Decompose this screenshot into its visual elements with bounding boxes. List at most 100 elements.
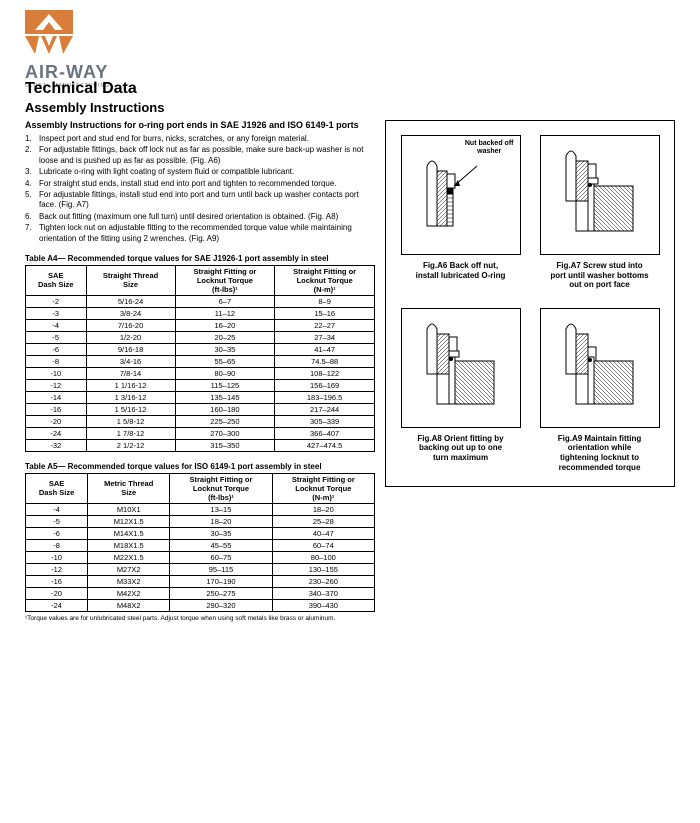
table-cell: 7/16-20 bbox=[86, 319, 175, 331]
table-cell: 217–244 bbox=[275, 403, 375, 415]
table-cell: 290–320 bbox=[170, 599, 272, 611]
table-row: -47/16-2016–2022–27 bbox=[26, 319, 375, 331]
table-cell: -5 bbox=[26, 515, 88, 527]
table-row: -51/2-2020–2527–34 bbox=[26, 331, 375, 343]
table-cell: 18–20 bbox=[170, 515, 272, 527]
table-cell: 230–260 bbox=[272, 575, 374, 587]
col-header: Straight Fitting or Locknut Torque (N-m)… bbox=[272, 473, 374, 503]
page-title: Technical Data bbox=[25, 80, 164, 98]
table-cell: 9/16-18 bbox=[86, 343, 175, 355]
table-cell: 3/8-24 bbox=[86, 307, 175, 319]
table-row: -10M22X1.560–7580–100 bbox=[26, 551, 375, 563]
table-cell: -12 bbox=[26, 379, 87, 391]
table-cell: M22X1.5 bbox=[88, 551, 170, 563]
table-cell: -8 bbox=[26, 539, 88, 551]
table-cell: 270–300 bbox=[175, 427, 275, 439]
table-row: -107/8-1480–90108–122 bbox=[26, 367, 375, 379]
table-cell: 366–407 bbox=[275, 427, 375, 439]
table-cell: -12 bbox=[26, 563, 88, 575]
instruction-item: 5.For adjustable fittings, install stud … bbox=[25, 190, 375, 211]
table-cell: 30–35 bbox=[170, 527, 272, 539]
page-subtitle: Assembly Instructions bbox=[25, 100, 164, 115]
table-cell: 1 5/16-12 bbox=[86, 403, 175, 415]
table-cell: 16–20 bbox=[175, 319, 275, 331]
table-cell: 22–27 bbox=[275, 319, 375, 331]
table-row: -16M33X2170–190230–260 bbox=[26, 575, 375, 587]
table-cell: -16 bbox=[26, 403, 87, 415]
fig-a9: Fig.A9 Maintain fitting orientation whil… bbox=[535, 308, 664, 472]
table-cell: 170–190 bbox=[170, 575, 272, 587]
table-cell: M14X1.5 bbox=[88, 527, 170, 539]
table-cell: 183–196.5 bbox=[275, 391, 375, 403]
table-cell: 1 5/8-12 bbox=[86, 415, 175, 427]
col-header: SAE Dash Size bbox=[26, 473, 88, 503]
table-cell: 156–169 bbox=[275, 379, 375, 391]
table-cell: 7/8-14 bbox=[86, 367, 175, 379]
figure-panel: Nut backed off washer bbox=[385, 120, 675, 487]
table-cell: -8 bbox=[26, 355, 87, 367]
table-cell: 80–90 bbox=[175, 367, 275, 379]
table-cell: 74.5–88 bbox=[275, 355, 375, 367]
table-row: -83/4-1655–6574.5–88 bbox=[26, 355, 375, 367]
table-row: -24M48X2290–320390–430 bbox=[26, 599, 375, 611]
table-cell: 1 7/8-12 bbox=[86, 427, 175, 439]
fig-a6-label: Fig.A6 Back off nut, install lubricated … bbox=[396, 261, 525, 280]
instruction-item: 4.For straight stud ends, install stud e… bbox=[25, 179, 375, 189]
table-cell: 20–25 bbox=[175, 331, 275, 343]
table-cell: -6 bbox=[26, 343, 87, 355]
table-a5-title: Table A5— Recommended torque values for … bbox=[25, 462, 375, 471]
table-row: -322 1/2-12315–350427–474.5 bbox=[26, 439, 375, 451]
instruction-item: 3.Lubricate o-ring with light coating of… bbox=[25, 167, 375, 177]
fig-a7-label: Fig.A7 Screw stud into port until washer… bbox=[535, 261, 664, 290]
table-cell: 45–55 bbox=[170, 539, 272, 551]
table-cell: 13–15 bbox=[170, 503, 272, 515]
table-cell: -16 bbox=[26, 575, 88, 587]
table-cell: 27–34 bbox=[275, 331, 375, 343]
table-cell: 11–12 bbox=[175, 307, 275, 319]
table-cell: M27X2 bbox=[88, 563, 170, 575]
table-cell: M42X2 bbox=[88, 587, 170, 599]
table-cell: 60–74 bbox=[272, 539, 374, 551]
table-a4: SAE Dash SizeStraight Thread SizeStraigh… bbox=[25, 265, 375, 452]
section-title: Assembly Instructions for o-ring port en… bbox=[25, 120, 375, 130]
table-cell: 30–35 bbox=[175, 343, 275, 355]
table-cell: -24 bbox=[26, 427, 87, 439]
logo-icon bbox=[25, 10, 73, 58]
table-row: -12M27X295–115130–155 bbox=[26, 563, 375, 575]
fig-a6: Nut backed off washer bbox=[396, 135, 525, 290]
table-cell: -24 bbox=[26, 599, 88, 611]
table-cell: 1 1/16-12 bbox=[86, 379, 175, 391]
main-content: Assembly Instructions for o-ring port en… bbox=[25, 120, 375, 623]
table-a4-title: Table A4— Recommended torque values for … bbox=[25, 254, 375, 263]
table-cell: 160–180 bbox=[175, 403, 275, 415]
table-row: -33/8-2411–1215–16 bbox=[26, 307, 375, 319]
table-cell: -10 bbox=[26, 367, 87, 379]
table-cell: -4 bbox=[26, 503, 88, 515]
table-cell: 315–350 bbox=[175, 439, 275, 451]
table-cell: 8–9 bbox=[275, 295, 375, 307]
table-cell: -4 bbox=[26, 319, 87, 331]
logo: AIR-WAY GLOBAL MANUFACTURING bbox=[25, 10, 110, 89]
table-cell: 6–7 bbox=[175, 295, 275, 307]
table-cell: 25–28 bbox=[272, 515, 374, 527]
table-cell: 95–115 bbox=[170, 563, 272, 575]
col-header: Straight Fitting or Locknut Torque (ft-l… bbox=[170, 473, 272, 503]
table-cell: -2 bbox=[26, 295, 87, 307]
fig-a8: Fig.A8 Orient fitting by backing out up … bbox=[396, 308, 525, 472]
fig-a8-label: Fig.A8 Orient fitting by backing out up … bbox=[396, 434, 525, 463]
table-cell: 305–339 bbox=[275, 415, 375, 427]
table-cell: 1/2-20 bbox=[86, 331, 175, 343]
table-row: -8M18X1.545–5560–74 bbox=[26, 539, 375, 551]
table-cell: -32 bbox=[26, 439, 87, 451]
table-row: -4M10X113–1518–20 bbox=[26, 503, 375, 515]
table-cell: 225–250 bbox=[175, 415, 275, 427]
table-cell: -10 bbox=[26, 551, 88, 563]
col-header: Straight Fitting or Locknut Torque (N-m)… bbox=[275, 265, 375, 295]
table-cell: 427–474.5 bbox=[275, 439, 375, 451]
table-row: -25/16-246–78–9 bbox=[26, 295, 375, 307]
table-cell: M12X1.5 bbox=[88, 515, 170, 527]
col-header: Metric Thread Size bbox=[88, 473, 170, 503]
table-cell: -5 bbox=[26, 331, 87, 343]
table-cell: M33X2 bbox=[88, 575, 170, 587]
table-cell: M10X1 bbox=[88, 503, 170, 515]
